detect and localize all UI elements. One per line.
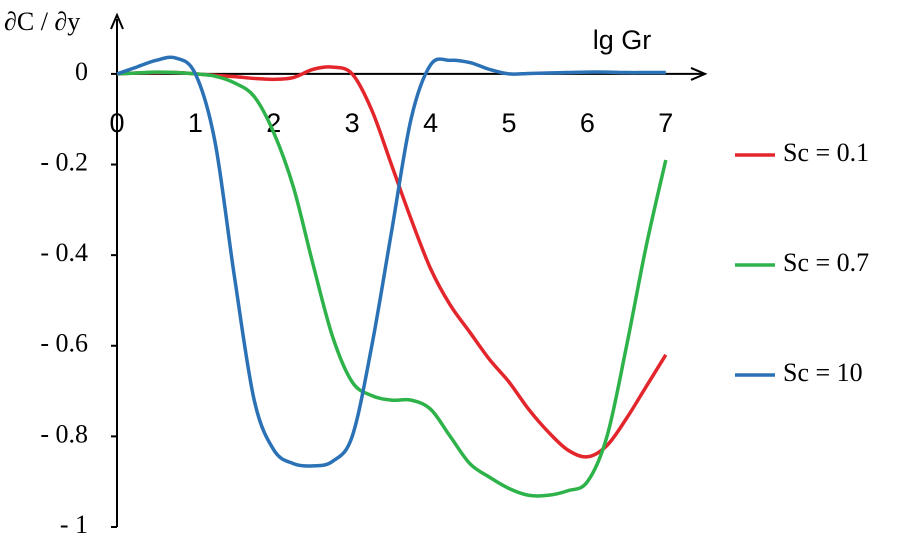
x-tick-label: 0: [109, 108, 124, 138]
legend-label: Sc = 10: [783, 358, 863, 387]
legend-label: Sc = 0.7: [783, 248, 869, 277]
y-tick-label: - 1: [60, 510, 88, 539]
x-tick-label: 5: [501, 108, 516, 138]
y-tick-label: - 0.4: [40, 238, 88, 267]
x-axis-label: lg Gr: [593, 25, 652, 55]
y-tick-label: - 0.2: [40, 147, 88, 176]
y-axis-label: ∂C / ∂y: [4, 7, 80, 36]
legend-label: Sc = 0.1: [783, 138, 869, 167]
y-axis-arrow: [110, 12, 124, 30]
x-tick-label: 3: [345, 108, 360, 138]
x-tick-label: 2: [266, 108, 281, 138]
x-tick-label: 6: [580, 108, 595, 138]
x-axis-arrow: [690, 66, 708, 81]
series-line: [116, 55, 666, 468]
y-tick-label: - 0.6: [40, 329, 88, 358]
x-tick-label: 4: [423, 108, 438, 138]
x-tick-label: 7: [658, 108, 673, 138]
y-tick-label: 0: [75, 57, 88, 86]
y-tick-label: - 0.8: [40, 419, 88, 448]
x-tick-label: 1: [188, 108, 203, 138]
series-line: [116, 70, 668, 498]
